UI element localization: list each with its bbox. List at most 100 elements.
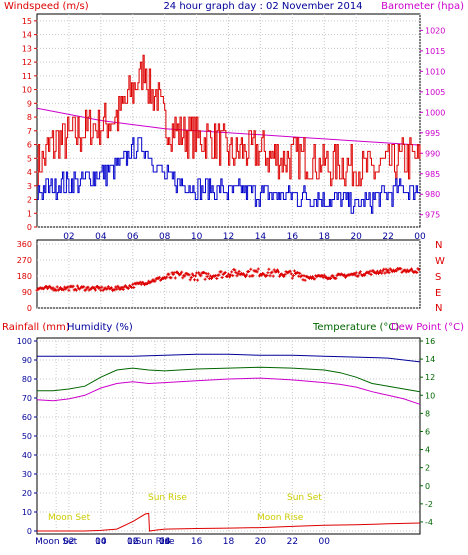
baro-y-tick-label: 1010 <box>425 67 445 76</box>
direction-point <box>236 272 240 276</box>
direction-point <box>363 273 367 277</box>
direction-point <box>127 286 130 290</box>
direction-point <box>267 267 271 271</box>
direction-point <box>249 267 253 271</box>
baro-y-tick-label: 1005 <box>425 88 445 97</box>
direction-point <box>141 281 145 285</box>
baro-y-tick-label: 1000 <box>425 108 445 117</box>
direction-point <box>237 269 241 273</box>
direction-point <box>46 287 50 291</box>
direction-point <box>296 271 300 274</box>
baro-y-tick-label: 975 <box>425 211 440 220</box>
wind-y-tick-label: 7 <box>27 127 32 136</box>
direction-point <box>275 268 279 272</box>
direction-point <box>197 271 201 275</box>
direction-point <box>62 288 66 292</box>
direction-point <box>172 271 176 275</box>
direction-point <box>71 284 75 288</box>
temp-y-tick-label: 6 <box>425 427 430 436</box>
wind-x-tick-label: 08 <box>159 232 171 242</box>
humidity-y-tick-label: 10 <box>22 508 32 517</box>
direction-point <box>220 276 224 279</box>
direction-point <box>375 269 379 273</box>
direction-point <box>208 274 212 278</box>
humidity-y-tick-label: 0 <box>27 527 32 536</box>
temp-x-tick-label: 18 <box>223 537 235 547</box>
direction-point <box>227 272 230 276</box>
baro-y-tick-label: 995 <box>425 129 440 138</box>
direction-point <box>223 271 227 275</box>
direction-point <box>51 286 55 290</box>
direction-point <box>311 275 314 279</box>
wind-y-tick-label: 14 <box>22 31 32 40</box>
wind-y-tick-label: 12 <box>22 58 32 67</box>
humidity-y-tick-label: 50 <box>22 432 32 441</box>
direction-point <box>113 288 117 292</box>
direction-point <box>115 287 119 291</box>
windspeed-line <box>37 137 420 214</box>
direction-point <box>385 270 389 274</box>
humidity-line <box>37 353 421 363</box>
temp-x-tick-label: Moon Set <box>35 537 78 547</box>
wind-y-tick-label: 0 <box>27 223 32 232</box>
direction-point <box>313 277 317 281</box>
direction-point <box>180 270 184 274</box>
direction-y-tick-label: 360 <box>17 240 32 249</box>
temp-y-tick-label: 8 <box>425 409 430 418</box>
direction-point <box>194 274 197 278</box>
direction-point <box>188 278 192 282</box>
wind-y-tick-label: 4 <box>27 168 32 177</box>
temp-x-tick-label: 06 <box>127 537 139 547</box>
direction-point <box>367 271 371 275</box>
direction-point <box>169 276 173 280</box>
sun-set-annotation: Sun Set <box>287 493 322 503</box>
direction-point <box>217 273 221 277</box>
direction-point <box>189 276 193 279</box>
direction-point <box>386 268 390 272</box>
wind-x-tick-label: 02 <box>63 232 74 242</box>
direction-point <box>86 285 90 289</box>
direction-point <box>387 271 391 275</box>
direction-point <box>132 286 136 289</box>
temp-y-tick-label: 12 <box>425 373 435 382</box>
direction-point <box>354 271 358 275</box>
direction-point <box>74 288 78 292</box>
humidity-y-tick-label: 80 <box>22 375 32 384</box>
wind-x-tick-label: 18 <box>319 232 331 242</box>
temp-x-tick-label: Sun Rise <box>136 537 175 547</box>
direction-point <box>202 271 206 274</box>
direction-point <box>343 273 346 277</box>
wind-x-tick-label: 16 <box>287 232 299 242</box>
direction-point <box>121 288 125 291</box>
moon-set-annotation: Moon Set <box>48 513 91 523</box>
temp-x-tick-label: 10 <box>95 537 107 547</box>
humidity-axis-label: Humidity (%) <box>67 322 133 333</box>
direction-point <box>329 277 333 280</box>
wind-y-tick-label: 9 <box>27 99 32 108</box>
direction-point <box>67 288 71 292</box>
direction-point <box>114 285 118 289</box>
direction-point <box>268 274 272 278</box>
direction-point <box>215 277 219 280</box>
temperature-line <box>37 366 421 393</box>
direction-point <box>289 272 293 276</box>
direction-point <box>228 275 232 279</box>
baro-y-tick-label: 1020 <box>425 26 445 35</box>
temp-x-tick-label: 02 <box>63 537 74 547</box>
direction-point <box>277 270 280 274</box>
humidity-y-tick-label: 100 <box>17 337 32 346</box>
wind-y-tick-label: 5 <box>27 154 32 163</box>
direction-point <box>92 286 96 290</box>
baro-y-tick-label: 980 <box>425 190 440 199</box>
direction-point <box>234 271 238 275</box>
temp-x-tick-label: 04 <box>95 537 107 547</box>
rainfall-line <box>37 512 421 532</box>
direction-point <box>381 269 385 273</box>
wind-x-tick-label: 10 <box>191 232 203 242</box>
direction-point <box>167 272 171 276</box>
temp-x-tick-label: 08 <box>159 537 171 547</box>
wind-x-tick-label: 04 <box>95 232 107 242</box>
direction-point <box>358 270 362 274</box>
